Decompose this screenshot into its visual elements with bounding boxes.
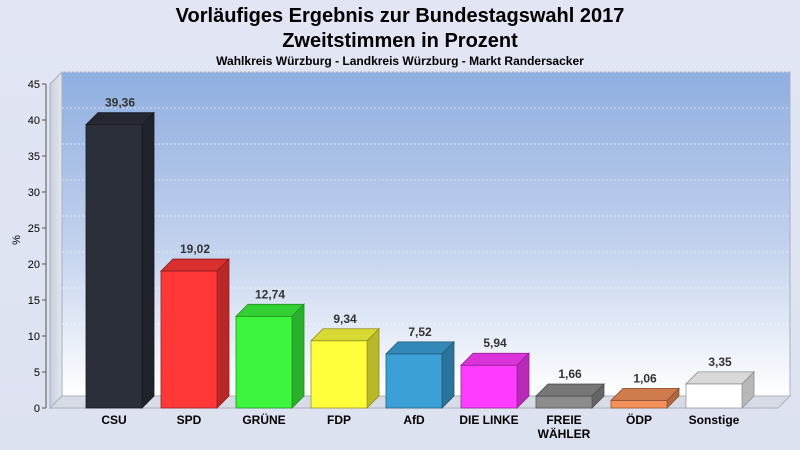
category-label-freie-wähler: WÄHLER (538, 426, 591, 441)
plot-side-wall (49, 70, 63, 410)
y-tick-label: 15 (28, 295, 40, 307)
bar-front (85, 124, 143, 409)
bar-csu (85, 111, 155, 409)
y-tick-label: 5 (34, 367, 40, 379)
y-tick-label: 10 (28, 331, 40, 343)
bar-top (535, 383, 605, 397)
bar-ödp (610, 387, 680, 409)
value-label-spd: 19,02 (180, 242, 210, 256)
bar-top (310, 328, 380, 342)
bar-top (160, 258, 230, 272)
y-tick-label: 35 (28, 151, 40, 163)
bar-side (366, 327, 380, 409)
bar-side (141, 111, 155, 409)
bar-sonstige (685, 370, 755, 409)
bar-front (685, 383, 743, 409)
bar-freie-wähler (535, 383, 605, 409)
bar-front (235, 315, 293, 409)
bar-front (610, 399, 668, 409)
bar-side (216, 258, 230, 409)
bar-top (85, 112, 155, 126)
chart-title-line2: Zweitstimmen in Prozent (282, 30, 518, 52)
bar-afd (385, 340, 455, 409)
bar-top (235, 303, 305, 317)
y-tick-label: 20 (28, 259, 40, 271)
bar-top (685, 371, 755, 385)
category-label-freie-wähler: FREIE (546, 413, 581, 427)
value-label-afd: 7,52 (408, 325, 432, 339)
category-label-grüne: GRÜNE (242, 412, 285, 427)
bar-top (610, 387, 680, 401)
category-label-die-linke: DIE LINKE (459, 413, 518, 427)
bar-front (460, 364, 518, 409)
y-tick-label: 0 (34, 403, 40, 415)
bar-top (385, 341, 455, 355)
bar-side (291, 303, 305, 409)
value-label-fdp: 9,34 (333, 312, 357, 326)
y-tick-label: 40 (28, 115, 40, 127)
chart-subtitle: Wahlkreis Würzburg - Landkreis Würzburg … (216, 54, 584, 68)
bar-fdp (310, 327, 380, 409)
value-label-freie-wähler: 1,66 (558, 367, 582, 381)
bar-front (310, 340, 368, 409)
bar-front (385, 353, 443, 409)
bar-spd (160, 258, 230, 409)
value-label-grüne: 12,74 (255, 287, 285, 301)
bar-grüne (235, 303, 305, 409)
value-label-sonstige: 3,35 (708, 355, 732, 369)
value-label-csu: 39,36 (105, 96, 135, 110)
value-label-die-linke: 5,94 (483, 336, 507, 350)
y-axis-label: % (11, 235, 23, 245)
y-tick-label: 30 (28, 187, 40, 199)
value-label-ödp: 1,06 (633, 371, 657, 385)
bar-die-linke (460, 352, 530, 409)
category-label-csu: CSU (101, 413, 126, 427)
category-label-ödp: ÖDP (626, 412, 652, 427)
bar-top (460, 352, 530, 366)
category-label-fdp: FDP (327, 413, 351, 427)
category-label-afd: AfD (403, 413, 425, 427)
bar-front (160, 270, 218, 409)
y-tick-label: 25 (28, 223, 40, 235)
y-tick-label: 45 (28, 79, 40, 91)
bar-front (535, 395, 593, 409)
category-label-sonstige: Sonstige (689, 413, 740, 427)
category-label-spd: SPD (177, 413, 202, 427)
chart-title: Vorläufiges Ergebnis zur Bundestagswahl … (176, 5, 625, 27)
